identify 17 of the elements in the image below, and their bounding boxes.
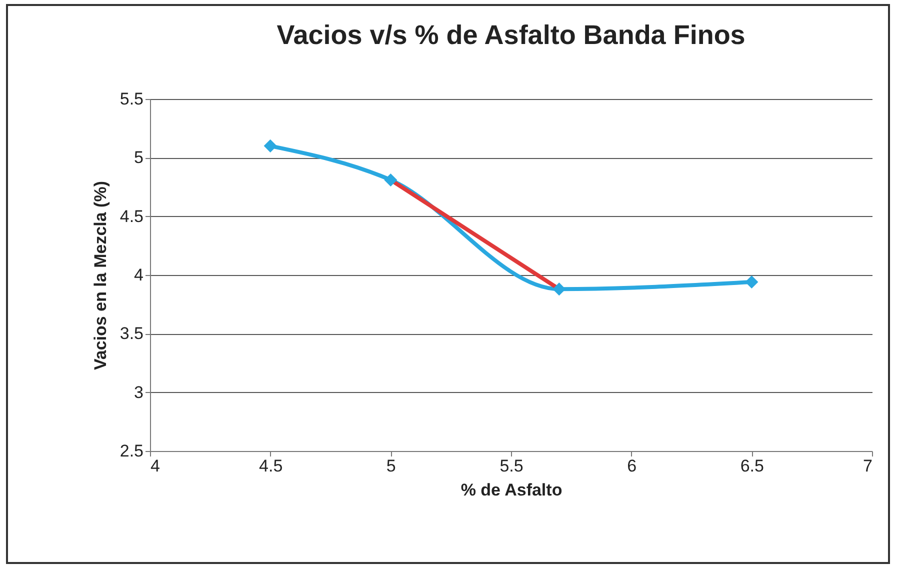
x-tick-label: 6.5 [740, 456, 764, 476]
y-tick-label: 2.5 [120, 442, 144, 460]
x-tick-label: 6 [627, 456, 637, 476]
y-tick-label: 3 [134, 382, 144, 402]
y-tick-label: 5 [134, 148, 144, 168]
x-tick-label: 7 [863, 456, 872, 476]
y-tick-label: 4 [134, 266, 144, 284]
y-tick-label: 3.5 [120, 324, 144, 344]
x-tick-label: 4 [150, 456, 160, 476]
x-axis-title: % de Asfalto [460, 480, 562, 500]
x-tick-label: 4.5 [259, 456, 283, 476]
x-tick-label: 5.5 [500, 456, 524, 476]
x-tick-label: 5 [386, 456, 396, 476]
y-tick-label: 4.5 [120, 206, 144, 226]
y-axis-title: Vacios en la Mezcla (%) [90, 181, 110, 370]
chart-title: Vacios v/s % de Asfalto Banda Finos [276, 20, 746, 50]
y-tick-label: 5.5 [120, 90, 144, 108]
